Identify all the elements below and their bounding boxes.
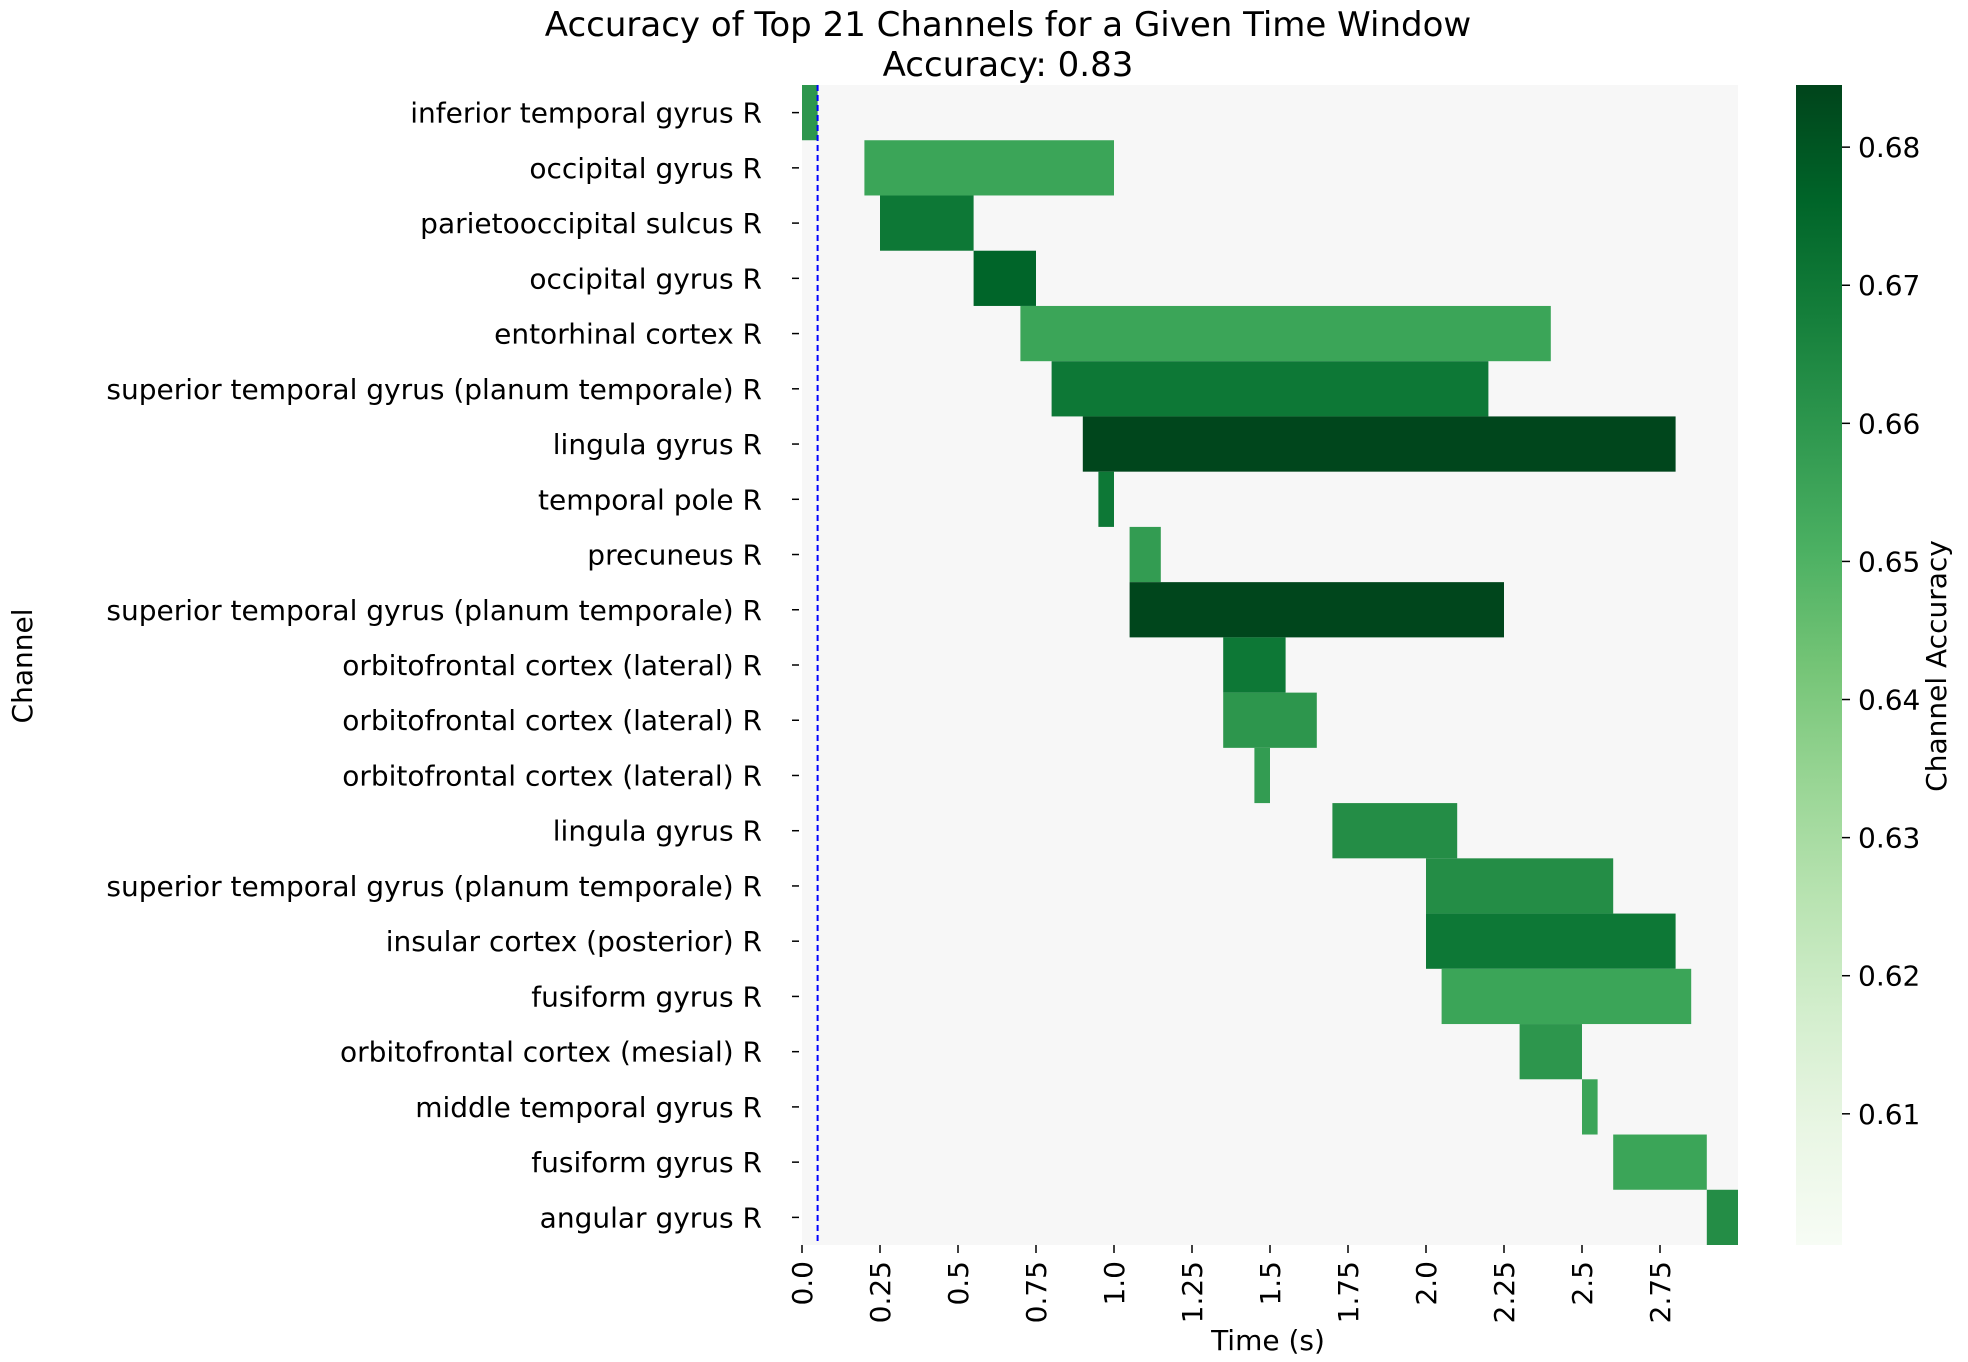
y-tick-label: occipital gyrus R [529, 262, 762, 295]
heatmap-cell [880, 195, 974, 251]
x-tick-label: 2.75 [1644, 1261, 1677, 1323]
x-tick-label: 2.0 [1410, 1261, 1443, 1306]
heatmap-cell [1426, 858, 1614, 914]
heatmap-cell [1441, 968, 1692, 1025]
x-tick-label: 0.0 [786, 1261, 819, 1306]
chart-subtitle: Accuracy: 0.83 [883, 45, 1134, 85]
x-tick-label: 2.5 [1566, 1261, 1599, 1306]
y-tick-label: entorhinal cortex R [494, 318, 762, 351]
y-tick-label: fusiform gyrus R [531, 980, 762, 1013]
colorbar-tick-label: 0.64 [1858, 684, 1920, 717]
heatmap-cell [1706, 1189, 1738, 1245]
colorbar-tick-label: 0.68 [1858, 131, 1920, 164]
y-tick-label: lingula gyrus R [553, 815, 762, 848]
y-tick-label: lingula gyrus R [553, 428, 762, 461]
heatmap-cell [1519, 1024, 1582, 1080]
y-tick-label: orbitofrontal cortex (mesial) R [340, 1036, 762, 1069]
x-tick-label: 2.25 [1488, 1261, 1521, 1323]
colorbar-tick-label: 0.66 [1858, 407, 1920, 440]
heatmap-cell [864, 140, 1114, 196]
heatmap-cell [1613, 1134, 1707, 1190]
heatmap-cell [973, 250, 1036, 306]
y-tick-label: superior temporal gyrus (planum temporal… [106, 373, 762, 406]
x-tick-label: 0.25 [864, 1261, 897, 1323]
x-axis-label: Time (s) [1210, 1324, 1325, 1357]
colorbar-tick-label: 0.61 [1858, 1098, 1920, 1131]
heatmap-cell [1254, 747, 1270, 804]
x-tick-label: 1.0 [1098, 1261, 1131, 1306]
colorbar-ticks: 0.61 0.62 0.63 0.64 0.65 0.66 0.67 0.68 [1842, 131, 1920, 1131]
y-tick-label: parietooccipital sulcus R [420, 207, 762, 240]
colorbar-tick-label: 0.65 [1858, 545, 1920, 578]
heatmap-cell [1129, 526, 1161, 583]
y-tick-label: occipital gyrus R [529, 152, 762, 185]
y-tick-label: inferior temporal gyrus R [410, 97, 762, 130]
heatmap-cell [1020, 305, 1551, 362]
colorbar-label: Channel Accuracy [1920, 540, 1953, 792]
heatmap-cell [1129, 582, 1504, 638]
heatmap-cell [1223, 692, 1317, 748]
heatmap-cell [1082, 416, 1676, 472]
y-tick-label: angular gyrus R [540, 1201, 762, 1234]
heatmap-cell [1223, 637, 1286, 693]
x-tick-label: 1.25 [1176, 1261, 1209, 1323]
y-tick-label: temporal pole R [538, 483, 762, 516]
heatmap-cells [802, 85, 1738, 1245]
x-tick-label: 0.5 [942, 1261, 975, 1306]
y-tick-label: superior temporal gyrus (planum temporal… [106, 870, 762, 903]
plot-area [802, 85, 1738, 1245]
colorbar-gradient [1796, 85, 1842, 1245]
y-tick-label: fusiform gyrus R [531, 1146, 762, 1179]
y-tick-label: orbitofrontal cortex (lateral) R [342, 704, 762, 737]
colorbar-tick-label: 0.67 [1858, 269, 1920, 302]
x-axis: 0.0 0.25 0.5 0.75 1.0 1.25 1.5 1.75 2.0 2.25 2.5 2.… [786, 1245, 1677, 1323]
heatmap-cell [1332, 803, 1458, 859]
y-tick-label: middle temporal gyrus R [415, 1091, 762, 1124]
heatmap-cell [1051, 361, 1489, 417]
heatmap-cell [1582, 1079, 1598, 1135]
heatmap-cell [1426, 913, 1676, 969]
y-tick-label: orbitofrontal cortex (lateral) R [342, 649, 762, 682]
chart-title: Accuracy of Top 21 Channels for a Given … [545, 5, 1471, 45]
y-axis: inferior temporal gyrus R occipital gyrus… [106, 97, 799, 1234]
y-axis-label: Channel [6, 609, 39, 724]
heatmap-cell [802, 85, 818, 141]
colorbar: 0.61 0.62 0.63 0.64 0.65 0.66 0.67 0.68 [1796, 85, 1920, 1245]
x-tick-label: 0.75 [1020, 1261, 1053, 1323]
y-tick-label: insular cortex (posterior) R [386, 925, 762, 958]
x-tick-label: 1.75 [1332, 1261, 1365, 1323]
heatmap-cell [1098, 471, 1114, 527]
y-tick-label: precuneus R [587, 539, 762, 572]
y-tick-label: superior temporal gyrus (planum temporal… [106, 594, 762, 627]
colorbar-tick-label: 0.62 [1858, 960, 1920, 993]
x-tick-label: 1.5 [1254, 1261, 1287, 1306]
y-tick-label: orbitofrontal cortex (lateral) R [342, 759, 762, 792]
colorbar-tick-label: 0.63 [1858, 822, 1920, 855]
